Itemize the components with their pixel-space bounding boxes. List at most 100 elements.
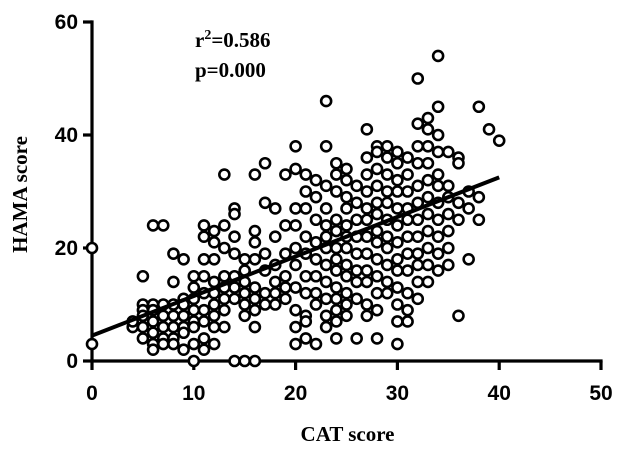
- data-point: [207, 309, 221, 323]
- data-point: [197, 303, 211, 317]
- data-point: [360, 275, 374, 289]
- data-point: [330, 332, 343, 345]
- data-point: [452, 196, 465, 210]
- data-point: [401, 286, 414, 300]
- data-point: [330, 168, 343, 181]
- data-point: [411, 117, 425, 130]
- data-point: [299, 269, 313, 283]
- ticks: 0 10 20 30 40 50 0 20 40 60: [55, 11, 613, 405]
- data-point: [228, 354, 241, 368]
- data-point: [431, 100, 445, 114]
- data-point: [421, 156, 435, 170]
- data-point: [319, 275, 333, 289]
- data-point: [340, 286, 353, 300]
- data-point: [248, 292, 262, 306]
- data-point: [319, 230, 333, 243]
- data-point: [197, 252, 211, 266]
- data-point: [330, 315, 343, 328]
- data-point: [431, 179, 445, 193]
- data-point: [401, 315, 414, 328]
- data-point: [472, 190, 486, 204]
- data-point: [330, 281, 343, 294]
- data-point: [340, 269, 353, 283]
- data-point: [177, 309, 190, 323]
- data-point: [319, 202, 333, 215]
- data-point: [177, 343, 190, 357]
- data-point: [472, 213, 486, 227]
- data-point: [248, 224, 262, 238]
- axes: [90, 20, 603, 363]
- data-point: [289, 281, 302, 294]
- data-point: [421, 173, 435, 187]
- data-point: [319, 94, 333, 108]
- data-point: [380, 275, 394, 289]
- data-point: [228, 207, 241, 221]
- data-point: [350, 292, 363, 306]
- data-point: [330, 292, 343, 306]
- data-point: [167, 337, 180, 351]
- data-point: [156, 320, 170, 334]
- data-point: [207, 236, 221, 249]
- data-point: [136, 332, 150, 345]
- y-tick-label: 60: [55, 11, 78, 34]
- data-point: [380, 140, 394, 153]
- x-tick-label: 20: [284, 382, 307, 405]
- data-point: [360, 213, 374, 227]
- r2-prefix: r: [195, 28, 204, 52]
- data-point: [370, 303, 384, 317]
- data-point: [452, 309, 465, 323]
- data-point: [370, 145, 384, 159]
- data-point: [411, 72, 425, 85]
- data-point: [207, 224, 221, 238]
- data-point: [340, 309, 353, 323]
- data-point: [431, 264, 445, 277]
- data-point: [258, 286, 272, 300]
- data-point: [350, 332, 363, 345]
- data-point: [309, 252, 323, 266]
- data-point: [472, 100, 486, 114]
- data-point: [421, 207, 435, 221]
- data-point: [319, 140, 333, 153]
- x-tick-label: 40: [488, 382, 511, 405]
- data-point: [421, 140, 435, 153]
- data-point: [309, 337, 323, 351]
- data-point: [350, 213, 363, 227]
- data-point: [370, 269, 384, 283]
- data-point: [431, 247, 445, 260]
- data-point: [197, 230, 211, 243]
- data-point: [218, 320, 231, 334]
- data-point: [431, 128, 445, 142]
- data-point: [401, 230, 414, 243]
- data-point: [248, 252, 262, 266]
- p-value-annotation: p=0.000: [195, 58, 266, 82]
- data-point: [289, 241, 302, 255]
- data-point: [248, 236, 262, 249]
- data-point: [411, 179, 425, 193]
- data-point: [340, 219, 353, 232]
- data-point: [330, 252, 343, 266]
- data-point: [299, 315, 313, 328]
- data-point: [492, 134, 506, 147]
- data-point: [401, 151, 414, 164]
- y-axis-title: HAMA score: [8, 136, 32, 253]
- data-point: [299, 202, 313, 215]
- data-point: [391, 145, 404, 159]
- data-point: [268, 286, 282, 300]
- data-point: [187, 337, 201, 351]
- data-point: [258, 298, 272, 311]
- data-point: [482, 123, 496, 136]
- data-point: [391, 156, 404, 170]
- data-point: [431, 49, 445, 63]
- data-point: [421, 241, 435, 255]
- data-point: [340, 162, 353, 176]
- data-point: [340, 258, 353, 272]
- regression-line: [91, 175, 500, 338]
- data-point: [370, 286, 384, 300]
- data-point: [289, 337, 302, 351]
- data-point: [330, 264, 343, 277]
- data-point: [431, 145, 445, 159]
- data-point: [289, 219, 302, 232]
- y-tick-label: 40: [55, 124, 78, 147]
- data-point: [289, 202, 302, 215]
